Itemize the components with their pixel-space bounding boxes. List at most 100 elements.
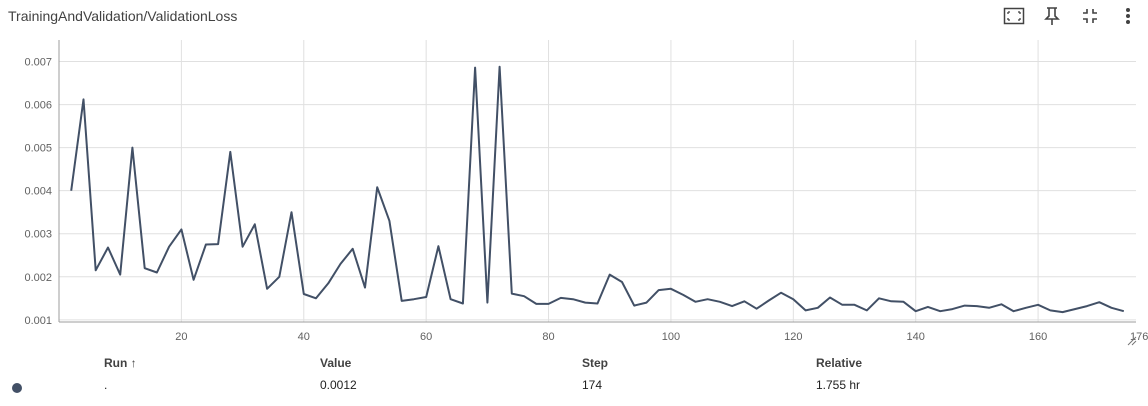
more-options-button[interactable] (1116, 4, 1140, 28)
data-point[interactable] (105, 245, 111, 251)
data-point[interactable] (607, 272, 613, 278)
data-point[interactable] (129, 145, 135, 151)
data-point[interactable] (998, 301, 1004, 307)
data-point[interactable] (1023, 305, 1029, 311)
data-point[interactable] (215, 241, 221, 247)
data-point[interactable] (974, 303, 980, 309)
data-point[interactable] (435, 243, 441, 249)
data-point[interactable] (68, 188, 74, 194)
data-point[interactable] (582, 300, 588, 306)
data-point[interactable] (766, 298, 772, 304)
data-point[interactable] (1060, 309, 1066, 315)
data-point[interactable] (1011, 308, 1017, 314)
data-point[interactable] (178, 226, 184, 232)
data-point[interactable] (1121, 308, 1127, 314)
data-point[interactable] (301, 291, 307, 297)
data-point[interactable] (1084, 303, 1090, 309)
header-value[interactable]: Value (320, 356, 352, 370)
data-point[interactable] (386, 218, 392, 224)
data-point[interactable] (472, 65, 478, 71)
header-step[interactable]: Step (582, 356, 609, 370)
data-point[interactable] (191, 277, 197, 283)
fit-domain-button[interactable] (1002, 4, 1026, 28)
data-point[interactable] (533, 301, 539, 307)
data-point[interactable] (595, 301, 601, 307)
collapse-button[interactable] (1078, 4, 1102, 28)
data-point[interactable] (289, 209, 295, 215)
data-point[interactable] (154, 270, 160, 276)
data-point[interactable] (240, 244, 246, 250)
header-run[interactable]: Run ↑ (104, 356, 137, 370)
data-point[interactable] (729, 303, 735, 309)
data-point[interactable] (252, 221, 258, 227)
data-point[interactable] (448, 296, 454, 302)
data-point[interactable] (864, 307, 870, 313)
data-point[interactable] (1035, 302, 1041, 308)
chart-toolbar (1002, 2, 1140, 30)
pin-button[interactable] (1040, 4, 1064, 28)
data-point[interactable] (656, 287, 662, 293)
data-point[interactable] (803, 307, 809, 313)
data-point[interactable] (509, 291, 515, 297)
data-point[interactable] (741, 298, 747, 304)
data-point[interactable] (313, 295, 319, 301)
data-point[interactable] (460, 301, 466, 307)
data-point[interactable] (717, 299, 723, 305)
data-point[interactable] (203, 242, 209, 248)
data-point[interactable] (668, 286, 674, 292)
data-point[interactable] (264, 286, 270, 292)
data-point[interactable] (962, 303, 968, 309)
data-point[interactable] (325, 280, 331, 286)
data-point[interactable] (81, 96, 87, 102)
data-point[interactable] (1047, 307, 1053, 313)
data-point[interactable] (815, 305, 821, 311)
data-point[interactable] (913, 308, 919, 314)
data-point[interactable] (925, 304, 931, 310)
resize-handle[interactable] (1127, 336, 1137, 346)
data-point[interactable] (852, 302, 858, 308)
data-point[interactable] (680, 292, 686, 298)
data-point[interactable] (497, 64, 503, 70)
data-point[interactable] (619, 279, 625, 285)
data-point[interactable] (423, 294, 429, 300)
data-point[interactable] (827, 295, 833, 301)
data-point[interactable] (778, 290, 784, 296)
data-point[interactable] (876, 295, 882, 301)
data-point[interactable] (1096, 299, 1102, 305)
data-point[interactable] (142, 265, 148, 271)
data-point[interactable] (399, 298, 405, 304)
data-point[interactable] (546, 301, 552, 307)
chart-axes (58, 40, 1136, 323)
data-point[interactable] (558, 295, 564, 301)
data-point[interactable] (411, 296, 417, 302)
data-point[interactable] (338, 261, 344, 267)
data-point[interactable] (93, 267, 99, 273)
data-point[interactable] (754, 306, 760, 312)
data-point[interactable] (937, 308, 943, 314)
data-point[interactable] (644, 300, 650, 306)
data-point[interactable] (227, 149, 233, 155)
data-point[interactable] (705, 296, 711, 302)
data-point[interactable] (374, 184, 380, 190)
data-point[interactable] (949, 306, 955, 312)
run-color-dot (12, 383, 22, 393)
data-point[interactable] (692, 299, 698, 305)
data-point[interactable] (117, 272, 123, 278)
header-relative[interactable]: Relative (816, 356, 863, 370)
data-point[interactable] (350, 246, 356, 252)
data-point[interactable] (986, 305, 992, 311)
data-point[interactable] (484, 300, 490, 306)
data-point[interactable] (1072, 306, 1078, 312)
data-point[interactable] (888, 298, 894, 304)
data-point[interactable] (362, 285, 368, 291)
data-point[interactable] (1109, 305, 1115, 311)
data-point[interactable] (631, 303, 637, 309)
data-point[interactable] (166, 244, 172, 250)
data-point[interactable] (521, 293, 527, 299)
data-point[interactable] (570, 296, 576, 302)
data-point[interactable] (839, 302, 845, 308)
data-point[interactable] (901, 299, 907, 305)
data-point[interactable] (790, 296, 796, 302)
line-chart[interactable]: 20 40 60 80 100 120 140 160 0.001 0.002 0.003 0.004… (0, 36, 1148, 348)
data-point[interactable] (276, 274, 282, 280)
